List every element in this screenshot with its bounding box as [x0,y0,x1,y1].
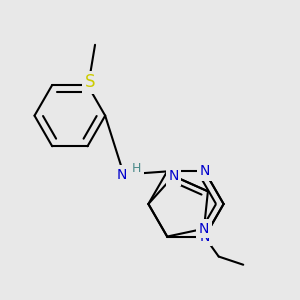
Text: N: N [168,169,179,183]
Text: N: N [117,167,128,182]
Text: N: N [200,164,210,178]
Text: N: N [199,222,209,236]
Text: N: N [200,230,210,244]
Text: S: S [85,74,95,92]
Text: S: S [85,74,95,92]
Text: H: H [132,162,142,175]
